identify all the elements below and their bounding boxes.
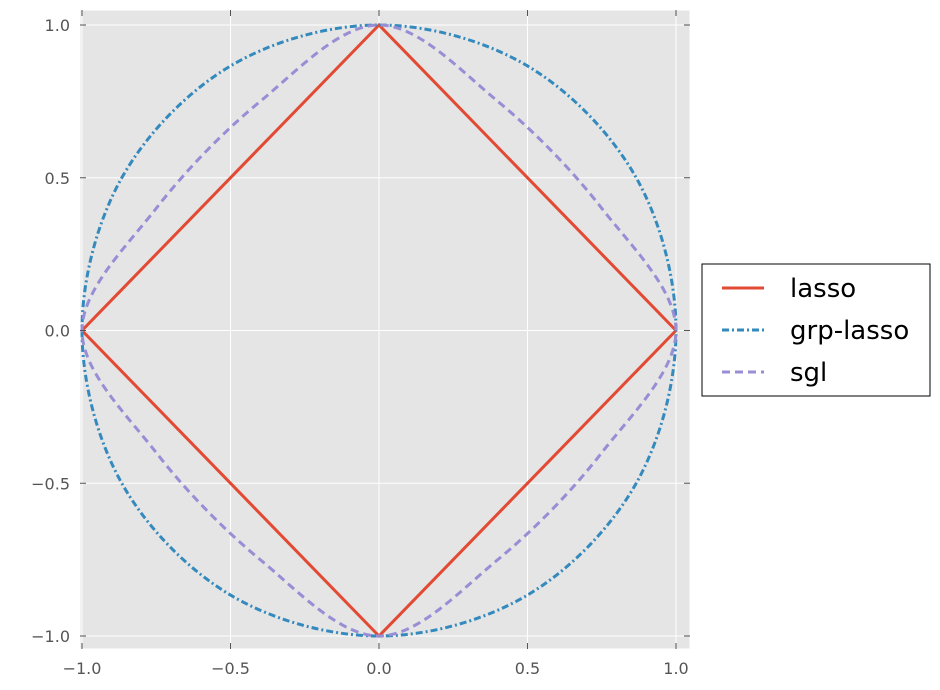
y-tick-label: −1.0: [31, 627, 70, 646]
x-tick-label: 0.5: [515, 659, 540, 678]
y-tick-label: −0.5: [31, 474, 70, 493]
x-tick-label: 1.0: [663, 659, 688, 678]
ticks: −1.0 −0.5 0.0 0.5 1.0 −1.0 −0.5 0.0 0.5 1.0: [31, 10, 690, 678]
legend-label-grp-lasso: grp-lasso: [790, 316, 909, 346]
x-tick-label: 0.0: [366, 659, 391, 678]
x-tick-label: −0.5: [211, 659, 250, 678]
x-tick-label: −1.0: [63, 659, 102, 678]
legend-label-sgl: sgl: [790, 358, 827, 388]
y-tick-label: 0.0: [45, 322, 70, 341]
y-tick-label: 0.5: [45, 169, 70, 188]
y-tick-label: 1.0: [45, 16, 70, 35]
legend: lasso grp-lasso sgl: [701, 263, 931, 397]
plot-frame: [79, 9, 691, 650]
legend-label-lasso: lasso: [790, 274, 856, 304]
plot-area: [80, 10, 690, 649]
